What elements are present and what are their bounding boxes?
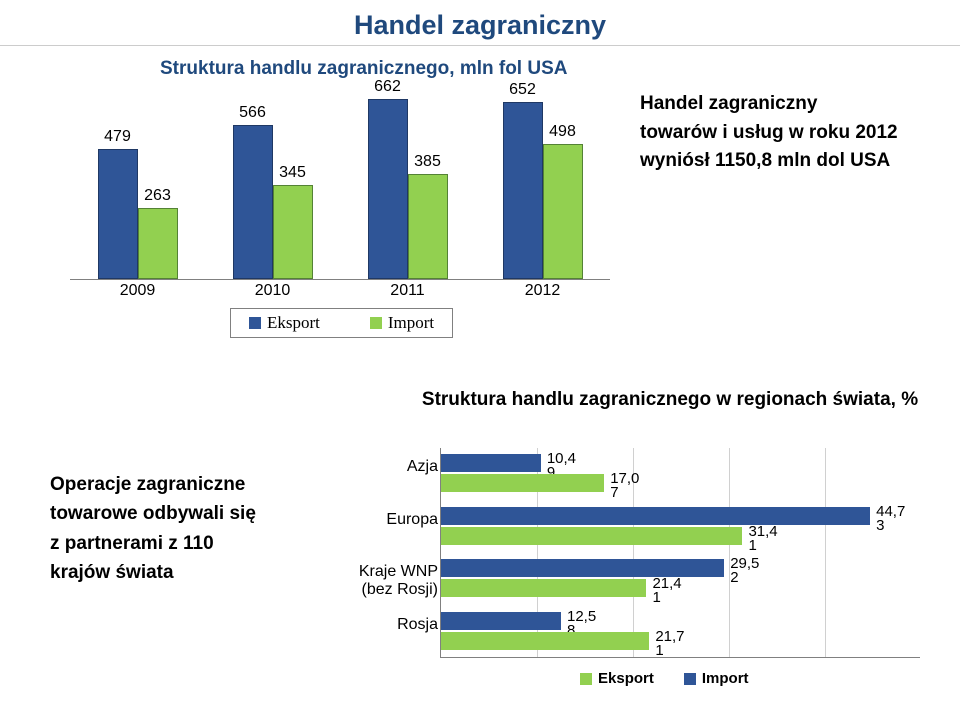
hbar-value-label: 31,41 [748,525,777,554]
hbar [441,454,541,472]
op-line4: krajów świata [50,558,310,587]
side-line2: towarów i usług w roku 2012 [640,119,940,148]
bar-group: 566345 [223,125,323,279]
bar: 566 [233,125,273,279]
subtitle: Struktura handlu zagranicznego, mln fol … [160,58,567,80]
swatch-import [370,317,382,329]
category-label: Kraje WNP(bez Rosji) [328,563,438,598]
hbar-value-label: 21,71 [655,630,684,659]
x-label: 2011 [358,282,458,300]
chart2-legend: Eksport Import [580,670,749,687]
hbar-value-label: 29,52 [730,557,759,586]
bar-value-label: 498 [544,123,582,141]
chart1-legend: Eksport Import [230,308,453,338]
hbar-value-label: 44,73 [876,505,905,534]
bar-value-label: 479 [99,128,137,146]
legend2-eksport-label: Eksport [598,670,654,687]
swatch-import-icon [684,673,696,685]
hbar [441,612,561,630]
op-line2: towarowe odbywali się [50,499,310,528]
gridline [729,448,730,657]
hbar [441,579,646,597]
hbar [441,474,604,492]
x-label: 2010 [223,282,323,300]
side-line1: Handel zagraniczny [640,90,940,119]
bar-group: 662385 [358,99,458,279]
hbar [441,632,649,650]
bar: 498 [543,144,583,279]
bar-group: 652498 [493,102,593,279]
hbar-value-label: 21,41 [652,577,681,606]
bar: 385 [408,174,448,279]
bar-value-label: 566 [234,104,272,122]
chart2-title: Struktura handlu zagranicznego w regiona… [420,388,920,413]
hbar [441,527,742,545]
gridline [825,448,826,657]
bar-value-label: 385 [409,153,447,171]
legend-eksport: Eksport [249,313,320,333]
category-label: Europa [328,511,438,529]
chart-structure-bar: 479263566345662385652498 200920102011201… [70,90,610,350]
hbar [441,507,870,525]
hbar [441,559,724,577]
bar-value-label: 345 [274,164,312,182]
x-label: 2012 [493,282,593,300]
legend-eksport-label: Eksport [267,313,320,333]
op-line1: Operacje zagraniczne [50,470,310,499]
op-line3: z partnerami z 110 [50,529,310,558]
bar-value-label: 662 [369,78,407,96]
legend2-import: Import [684,670,749,687]
swatch-eksport-icon [580,673,592,685]
side-text: Handel zagraniczny towarów i usług w rok… [640,90,940,176]
x-label: 2009 [88,282,188,300]
side-line3: wyniósł 1150,8 mln dol USA [640,147,940,176]
bar-value-label: 652 [504,81,542,99]
legend2-import-label: Import [702,670,749,687]
legend2-eksport: Eksport [580,670,654,687]
legend-import: Import [370,313,434,333]
bar: 345 [273,185,313,279]
bar: 662 [368,99,408,279]
bar-group: 479263 [88,149,188,279]
title-underline [0,45,960,46]
bar: 479 [98,149,138,279]
page-title: Handel zagraniczny [0,0,960,41]
bar: 263 [138,208,178,279]
category-label: Azja [328,458,438,476]
operations-text: Operacje zagraniczne towarowe odbywali s… [50,470,310,588]
category-label: Rosja [328,616,438,634]
bar: 652 [503,102,543,279]
chart-regions-bar: 10,4917,0744,7331,4129,5221,4112,5821,71… [320,448,930,698]
swatch-eksport [249,317,261,329]
legend-import-label: Import [388,313,434,333]
hbar-value-label: 17,07 [610,472,639,501]
bar-value-label: 263 [139,187,177,205]
